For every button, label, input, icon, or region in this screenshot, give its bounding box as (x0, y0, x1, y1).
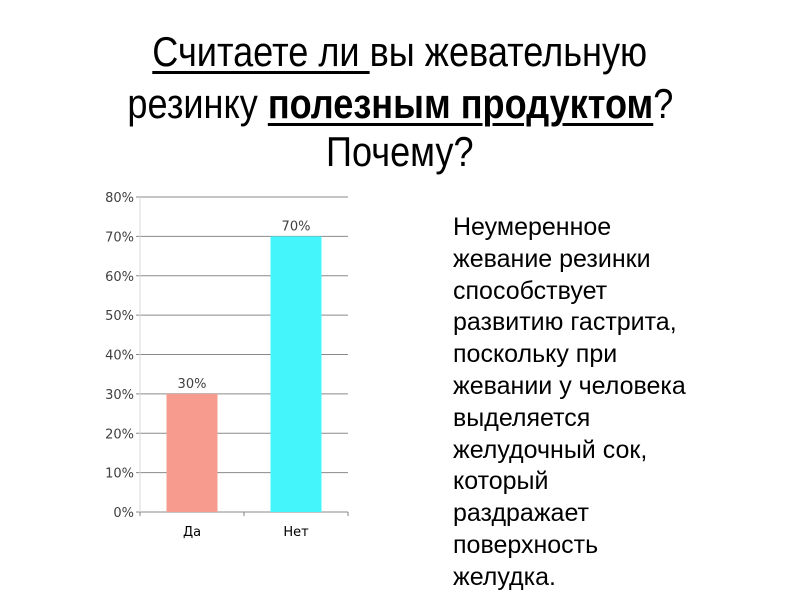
bar-1 (166, 393, 218, 512)
title-text: Почему? (326, 128, 474, 175)
body-text-line: выделяется (453, 403, 591, 432)
category-label: Нет (283, 525, 309, 540)
title-text: вы жевательную (369, 28, 648, 75)
category-label: Да (183, 525, 201, 540)
body-text-line: способствует (453, 276, 608, 305)
title-line-3: Почему? (0, 128, 800, 176)
body-text-line: желудочный сок, (453, 435, 648, 464)
y-tick-label: 10% (105, 467, 134, 482)
body-text-line: развитию гастрита, (453, 308, 677, 337)
y-tick-label: 0% (113, 506, 134, 521)
y-tick-label: 30% (105, 388, 134, 403)
data-label: 30% (178, 377, 207, 392)
y-tick-label: 50% (105, 309, 134, 324)
bar-chart: 0% 10% 20% 30% 40% 50% 60% 70% 80% 30% Да 70% Нет (105, 191, 349, 540)
body-text-line: жевании у человека (453, 371, 686, 400)
title-text: резинку (127, 80, 268, 127)
y-tick-label: 40% (105, 349, 134, 364)
body-text-line: желудка. (453, 562, 556, 591)
y-tick-label: 60% (105, 270, 134, 285)
body-text-line: поскольку при (453, 340, 618, 369)
body-text-line: раздражает (453, 499, 589, 528)
body-text-line: поверхность (453, 530, 599, 559)
title-bold-text: полезным продуктом (267, 80, 653, 127)
y-tick-label: 70% (105, 230, 134, 245)
body-text: Неумеренное жевание резинки способствует ра… (453, 212, 793, 594)
data-label: 70% (282, 219, 311, 234)
body-text-line: который (453, 467, 549, 496)
title-underlined-text: Считаете ли (152, 28, 370, 75)
title-text: ? (652, 80, 673, 127)
title-line-1: Считаете ли вы жевательную (0, 28, 800, 76)
title-line-2: резинку полезным продуктом? (0, 80, 800, 128)
y-tick-label: 20% (105, 427, 134, 442)
bar-2 (270, 236, 322, 512)
body-text-line: Неумеренное (453, 213, 612, 241)
body-text-line: жевание резинки (453, 244, 651, 273)
y-tick-label: 80% (105, 191, 134, 206)
